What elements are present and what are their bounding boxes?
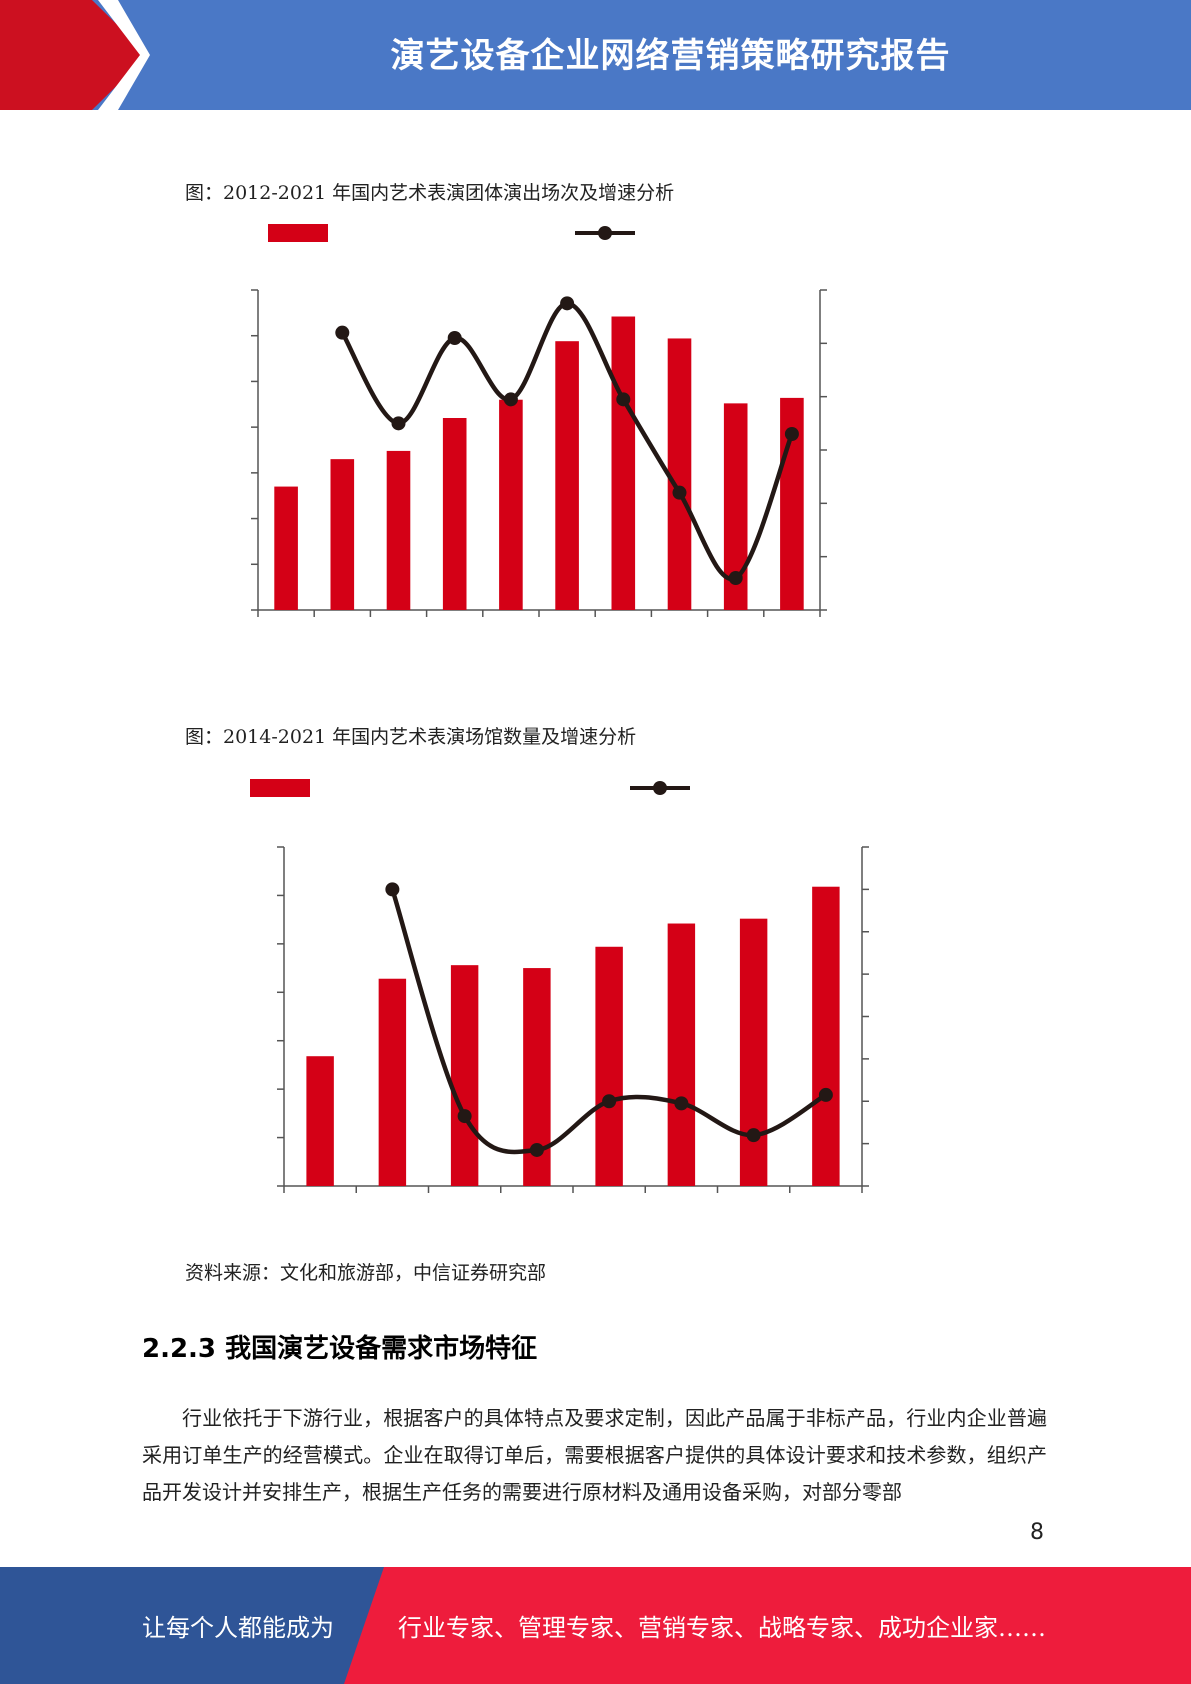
growth-point <box>457 1109 472 1124</box>
growth-point <box>746 1128 761 1143</box>
bar <box>442 418 467 610</box>
body-paragraph: 行业依托于下游行业，根据客户的具体特点及要求定制，因此产品属于非标产品，行业内企… <box>142 1406 1047 1504</box>
growth-point <box>672 485 687 500</box>
bar <box>499 399 523 610</box>
bar <box>330 459 355 610</box>
legend-swatch-bar <box>250 779 310 797</box>
growth-point <box>391 416 406 431</box>
legend-swatch-bar <box>268 224 328 242</box>
section-heading: 2.2.3 我国演艺设备需求市场特征 <box>142 1334 538 1364</box>
growth-point <box>818 1087 833 1102</box>
growth-point <box>385 882 400 897</box>
bar <box>555 341 579 610</box>
bar <box>274 486 298 610</box>
page-footer: 让每个人都能成为 行业专家、管理专家、营销专家、战略专家、成功企业家…… <box>0 1567 1191 1684</box>
growth-point <box>560 296 575 311</box>
page-header: 演艺设备企业网络营销策略研究报告 <box>0 0 1191 110</box>
bar <box>667 338 692 610</box>
footer-slogan-left: 让每个人都能成为 <box>142 1614 334 1642</box>
bar <box>595 946 623 1186</box>
report-title: 演艺设备企业网络营销策略研究报告 <box>390 35 951 76</box>
growth-point <box>728 571 743 585</box>
growth-point <box>674 1096 689 1111</box>
growth-point <box>602 1094 617 1109</box>
figure2-caption: 图：2014-2021 年国内艺术表演场馆数量及增速分析 <box>185 726 637 748</box>
bar <box>386 450 411 610</box>
bar <box>306 1056 334 1186</box>
page-number: 8 <box>1030 1520 1044 1545</box>
data-source: 资料来源：文化和旅游部，中信证券研究部 <box>185 1262 547 1284</box>
bar <box>723 403 748 610</box>
chart-performances <box>251 224 827 617</box>
legend-marker-line <box>653 781 667 795</box>
chart-venues <box>250 779 869 1193</box>
bar <box>812 886 840 1186</box>
header-decoration <box>0 0 150 110</box>
bar <box>450 965 479 1186</box>
bar <box>378 978 407 1186</box>
footer-slogan-right: 行业专家、管理专家、营销专家、战略专家、成功企业家…… <box>398 1614 1046 1642</box>
footer-decoration <box>0 1567 1191 1684</box>
legend-marker-line <box>598 226 612 240</box>
bar <box>667 923 696 1186</box>
growth-point <box>616 392 631 407</box>
growth-point <box>529 1142 544 1157</box>
figure1-caption: 图：2012-2021 年国内艺术表演团体演出场次及增速分析 <box>185 182 675 204</box>
bar <box>611 316 636 610</box>
growth-point <box>447 331 462 345</box>
growth-point <box>335 325 350 340</box>
bar <box>739 918 768 1186</box>
growth-point <box>503 392 518 407</box>
growth-point <box>784 427 799 441</box>
